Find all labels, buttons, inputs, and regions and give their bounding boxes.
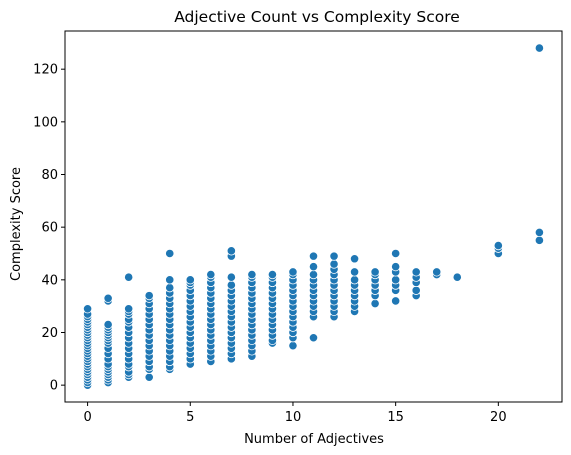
data-point [144, 291, 154, 301]
data-point [349, 267, 360, 277]
y-tick-label: 0 [50, 379, 58, 394]
data-point [165, 283, 175, 293]
x-tick-label: 10 [285, 410, 302, 425]
data-point [391, 296, 401, 306]
data-point [267, 269, 278, 280]
x-axis-ticks: 0 5 10 15 20 [83, 402, 507, 425]
y-tick-label: 40 [41, 273, 58, 288]
data-point [308, 251, 319, 261]
y-tick-label: 120 [33, 63, 58, 78]
data-point [391, 262, 401, 272]
y-tick-label: 100 [33, 115, 58, 130]
data-point [165, 275, 175, 285]
data-point [534, 227, 545, 238]
data-point [308, 269, 319, 280]
data-point [391, 248, 401, 259]
plot-frame [64, 30, 563, 403]
data-point [103, 319, 113, 330]
data-point [288, 267, 298, 277]
y-axis-label: Complexity Score [9, 167, 24, 281]
data-point [411, 267, 421, 277]
data-point [124, 304, 134, 314]
data-point [288, 341, 298, 351]
data-point [493, 241, 503, 251]
data-point [185, 275, 195, 285]
data-point [370, 267, 380, 277]
data-point [432, 267, 442, 277]
x-tick-label: 5 [186, 410, 194, 425]
x-tick-label: 15 [387, 410, 404, 425]
x-tick-label: 0 [83, 410, 91, 425]
data-point [206, 269, 216, 280]
data-point [82, 304, 93, 314]
data-point [144, 372, 154, 382]
data-point [329, 251, 339, 261]
y-tick-label: 60 [41, 221, 58, 236]
data-point [349, 254, 360, 264]
data-point [534, 43, 545, 53]
data-point [534, 235, 545, 245]
chart-title: Adjective Count vs Complexity Score [174, 8, 460, 26]
data-point [349, 275, 360, 285]
x-tick-label: 20 [490, 410, 507, 425]
y-tick-label: 20 [41, 326, 58, 341]
data-point [370, 298, 380, 309]
data-point [226, 246, 236, 256]
x-axis-label: Number of Adjectives [244, 432, 384, 447]
data-points [82, 43, 545, 390]
y-tick-label: 80 [41, 168, 58, 183]
data-point [103, 293, 113, 303]
data-point [308, 262, 319, 272]
data-point [391, 275, 401, 285]
data-point [247, 269, 257, 280]
data-point [124, 272, 134, 282]
data-point [411, 285, 421, 295]
y-axis-ticks: 0 20 40 60 80 100 120 [33, 63, 65, 394]
data-point [226, 272, 236, 282]
data-point [165, 248, 175, 259]
data-point [452, 272, 462, 282]
data-point [308, 333, 319, 343]
data-point [226, 280, 236, 290]
data-point [329, 259, 339, 269]
